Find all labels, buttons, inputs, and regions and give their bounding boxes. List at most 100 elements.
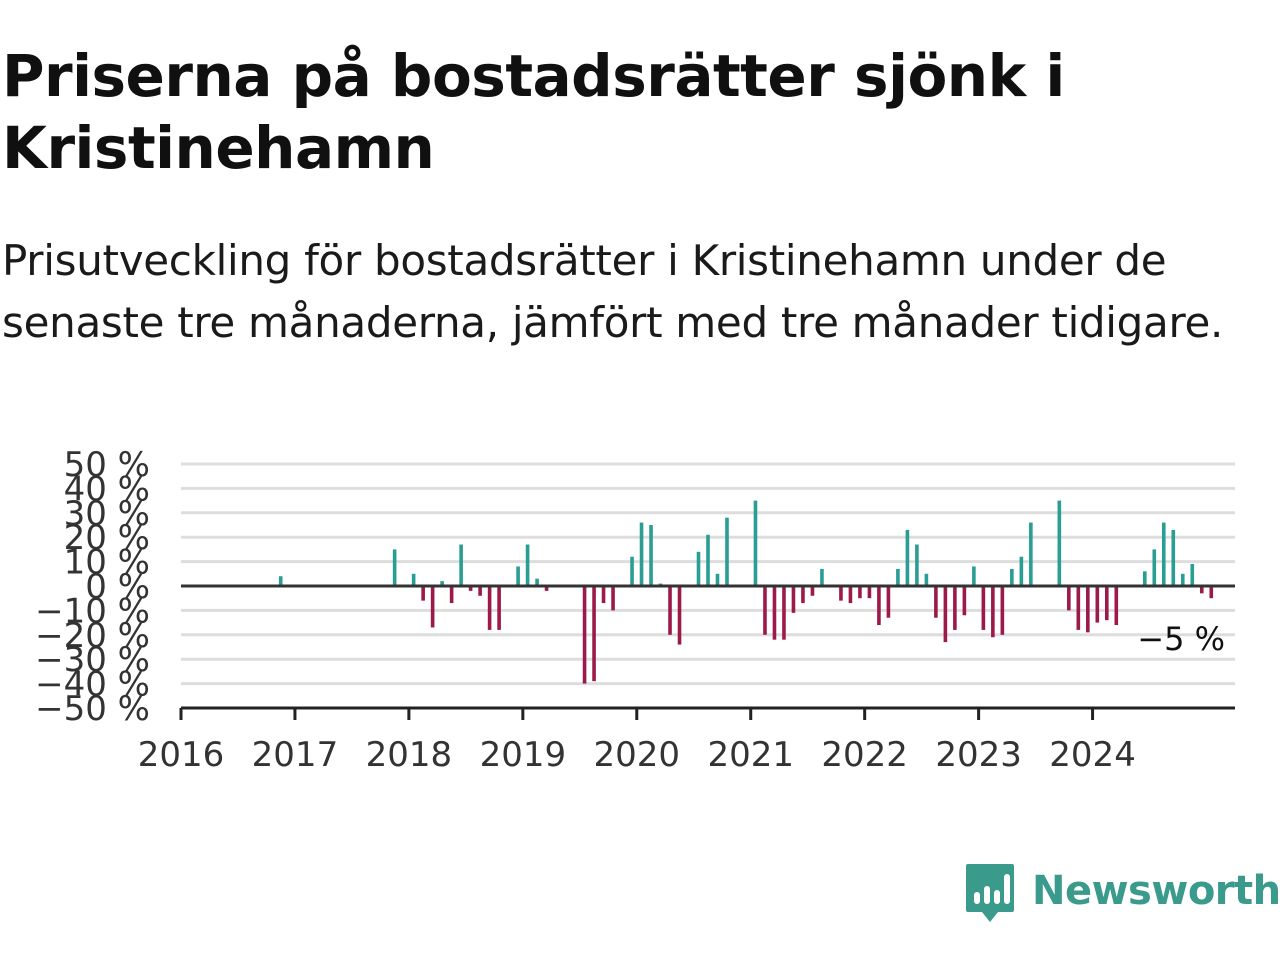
bar [962,586,967,616]
bar [848,586,853,604]
x-tick-label: 2017 [252,735,339,775]
bar [449,586,454,604]
bar [1010,568,1014,586]
bar [1029,522,1033,586]
bar [1076,586,1081,630]
bar [763,586,767,635]
bar [1152,549,1157,586]
y-tick-label: −30 % [35,640,150,680]
bar [706,534,710,586]
bar [535,578,539,586]
bar [801,586,805,604]
bar [972,566,976,586]
bar [592,586,596,682]
bar [468,586,473,591]
bar [525,544,530,586]
newsworthy-logo: Newsworthy [964,862,1280,926]
bar [1199,586,1204,594]
bar-chart: 50 %40 %30 %20 %10 %0 %−10 %−20 %−30 %−4… [35,445,1235,775]
y-tick-label: 0 % [85,567,150,607]
y-tick-label: 50 % [64,445,150,485]
bar [421,586,425,601]
bar [278,576,283,586]
bar [858,586,862,599]
bar [487,586,492,630]
bar [934,586,938,618]
x-tick-label: 2021 [707,735,794,775]
bar [1086,586,1090,633]
chart-subtitle: Prisutveckling för bostadsrätter i Krist… [2,236,1224,347]
bar [1142,571,1147,586]
y-tick-label: −50 % [35,689,150,729]
bar [820,568,824,586]
bar [886,586,891,618]
last-value-label: −5 % [1137,620,1225,658]
bar [924,573,929,586]
bar [1019,556,1024,586]
bar [867,586,872,599]
bar [810,586,815,596]
bar [544,586,549,591]
bar [497,586,501,630]
bar [516,566,520,586]
y-tick-label: 10 % [64,543,150,583]
bar [459,544,463,586]
bar [1209,586,1214,599]
x-tick-label: 2019 [480,735,567,775]
bar [1095,586,1100,623]
bar [1171,529,1176,586]
y-tick-label: 30 % [64,494,150,534]
bar [1180,573,1185,586]
bar [791,586,796,613]
y-tick-label: −10 % [35,591,150,631]
bar [981,586,986,630]
bar [392,549,397,586]
bar [478,586,482,596]
bar [1105,586,1109,621]
bar [582,586,587,684]
chart-title: Priserna på bostadsrätter sjönk i Kristi… [2,42,1065,182]
bar [1067,586,1071,611]
axes [179,706,1235,720]
bar [668,586,672,635]
x-tick-label: 2023 [935,735,1022,775]
labels: 50 %40 %30 %20 %10 %0 %−10 %−20 %−30 %−4… [35,445,1225,775]
y-tick-label: 20 % [64,518,150,558]
bar [430,586,435,628]
bar [677,586,682,645]
bar [725,517,729,586]
bar [991,586,995,638]
bar [1000,586,1005,635]
bar [639,522,644,586]
bars [278,500,1214,684]
bar [1161,522,1166,586]
bar [649,525,653,586]
y-tick-label: 40 % [64,469,150,509]
bar [696,551,701,586]
bar [1190,564,1195,586]
bar [915,544,919,586]
bar [753,500,758,586]
bar [611,586,615,611]
bar [440,581,444,586]
brand-name: Newsworthy [1032,868,1280,914]
x-tick-label: 2022 [821,735,908,775]
bar [1057,500,1062,586]
bar [905,529,910,586]
x-tick-label: 2024 [1049,735,1136,775]
bar [943,586,948,643]
newsworthy-logo-icon [966,864,1014,922]
bar [1114,586,1119,626]
bar [411,573,416,586]
bar [715,573,720,586]
x-tick-label: 2018 [366,735,453,775]
bar [953,586,957,630]
bar [839,586,843,601]
x-tick-label: 2016 [138,735,225,775]
x-tick-label: 2020 [594,735,681,775]
bar [877,586,881,626]
bar [772,586,777,640]
y-tick-label: −40 % [35,665,150,705]
bar [782,586,786,640]
bar [601,586,606,604]
